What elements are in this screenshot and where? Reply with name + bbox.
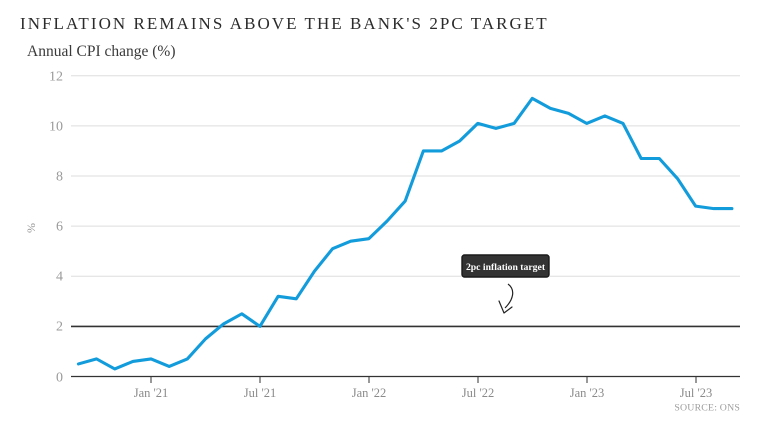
svg-text:2: 2	[56, 320, 63, 335]
svg-text:0: 0	[56, 371, 63, 386]
svg-text:10: 10	[49, 120, 63, 135]
svg-text:Jan '23: Jan '23	[570, 386, 605, 400]
svg-text:SOURCE: ONS: SOURCE: ONS	[674, 403, 740, 414]
svg-text:8: 8	[56, 170, 63, 185]
svg-text:12: 12	[49, 70, 63, 85]
svg-text:Jul '22: Jul '22	[462, 386, 494, 400]
svg-text:Jan '22: Jan '22	[352, 386, 387, 400]
svg-text:4: 4	[56, 270, 63, 285]
svg-text:Jan '21: Jan '21	[134, 386, 169, 400]
svg-text:6: 6	[56, 220, 63, 235]
svg-text:Jul '21: Jul '21	[244, 386, 276, 400]
svg-text:%: %	[24, 223, 38, 233]
svg-text:2pc inflation target: 2pc inflation target	[466, 262, 546, 273]
svg-text:Jul '23: Jul '23	[680, 386, 712, 400]
